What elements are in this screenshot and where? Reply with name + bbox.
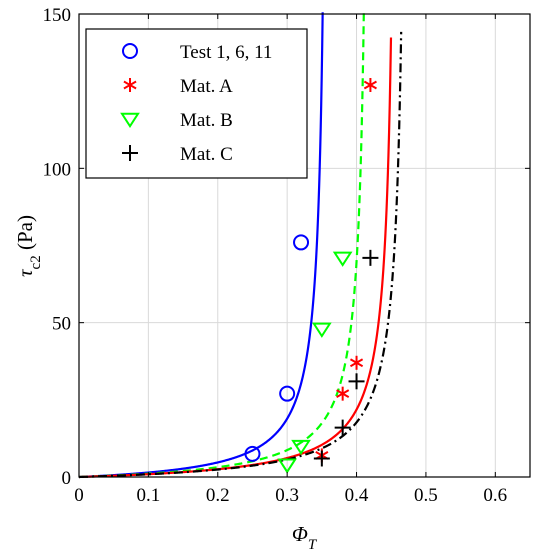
x-axis-label: ΦT: [292, 522, 318, 550]
data-point-asterisk: [363, 77, 377, 92]
data-markers: [244, 77, 379, 474]
data-point-circle: [279, 385, 296, 402]
legend-entry: Test 1, 6, 11: [122, 42, 272, 63]
x-tick-label: 0.2: [206, 485, 230, 506]
legend-label: Mat. B: [180, 110, 233, 131]
data-point-circle: [293, 234, 310, 251]
y-tick-label: 0: [62, 468, 72, 489]
x-tick-label: 0: [74, 485, 84, 506]
data-point-asterisk: [336, 386, 350, 401]
data-point-plus: [334, 419, 351, 436]
plot-frame: [78, 13, 531, 478]
y-tick-label: 50: [52, 314, 71, 335]
data-point-triangle: [120, 112, 140, 129]
x-tick-label: 0.6: [483, 485, 507, 506]
data-point-circle: [244, 445, 261, 462]
legend-label: Mat. A: [180, 76, 233, 97]
data-point-circle: [122, 43, 138, 59]
x-tick-label: 0.4: [345, 485, 369, 506]
data-point-triangle: [312, 322, 332, 338]
data-point-plus: [122, 145, 138, 161]
axis-ticks: 0 0.1 0.2 0.3 0.4 0.5 0.6 0 50 100 150: [43, 5, 530, 506]
legend: Test 1, 6, 11 Mat. A Mat. B Mat. C: [85, 28, 308, 179]
y-tick-label: 150: [43, 5, 72, 26]
data-point-plus: [362, 249, 379, 266]
data-point-asterisk: [123, 78, 137, 92]
legend-entry: Mat. A: [123, 76, 233, 97]
legend-entry: Mat. C: [122, 144, 233, 165]
data-point-plus: [348, 373, 365, 390]
data-point-triangle: [332, 251, 353, 267]
legend-label: Mat. C: [180, 144, 233, 165]
x-tick-label: 0.3: [275, 485, 299, 506]
legend-entry: Mat. B: [120, 110, 233, 131]
y-axis-label: τc2 (Pa): [13, 215, 44, 277]
data-point-asterisk: [349, 355, 364, 370]
data-point-plus: [313, 450, 330, 467]
data-point-triangle: [277, 458, 297, 474]
legend-label: Test 1, 6, 11: [180, 42, 272, 63]
fit-curves: [78, 9, 403, 479]
x-tick-label: 0.5: [414, 485, 438, 506]
y-tick-label: 100: [43, 159, 72, 180]
data-point-triangle: [291, 439, 311, 456]
x-tick-label: 0.1: [137, 485, 161, 506]
